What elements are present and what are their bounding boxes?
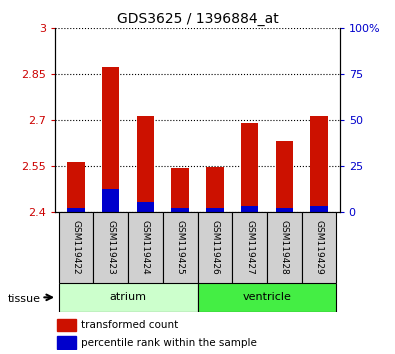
Text: GSM119428: GSM119428 [280,221,289,275]
Text: GSM119429: GSM119429 [314,221,324,275]
Bar [68,162,85,212]
Text: GDS3625 / 1396884_at: GDS3625 / 1396884_at [117,12,278,27]
Bar [267,212,301,283]
Bar [57,336,76,349]
Bar [57,319,76,331]
Bar [59,212,94,283]
Bar [232,212,267,283]
Text: GSM119426: GSM119426 [211,221,219,275]
Bar [241,124,258,212]
Bar [310,206,327,212]
Text: percentile rank within the sample: percentile rank within the sample [81,338,257,348]
Text: transformed count: transformed count [81,320,179,330]
Bar [163,212,198,283]
Bar [137,116,154,212]
Bar [102,67,119,212]
Bar [198,212,232,283]
Bar [276,208,293,212]
Text: atrium: atrium [110,292,147,302]
Text: GSM119422: GSM119422 [71,221,81,275]
Text: tissue: tissue [8,294,41,304]
Text: ventricle: ventricle [243,292,291,302]
Text: GSM119427: GSM119427 [245,221,254,275]
Bar [94,212,128,283]
Bar [206,167,224,212]
Bar [241,206,258,212]
Bar [137,202,154,212]
Bar [301,212,336,283]
Bar [198,283,336,312]
Text: GSM119425: GSM119425 [176,221,184,275]
Bar [59,283,197,312]
Bar [102,189,119,212]
Text: GSM119423: GSM119423 [106,221,115,275]
Text: GSM119424: GSM119424 [141,221,150,275]
Bar [276,141,293,212]
Bar [171,168,189,212]
Bar [128,212,163,283]
Bar [171,208,189,212]
Bar [68,208,85,212]
Bar [310,116,327,212]
Bar [206,208,224,212]
